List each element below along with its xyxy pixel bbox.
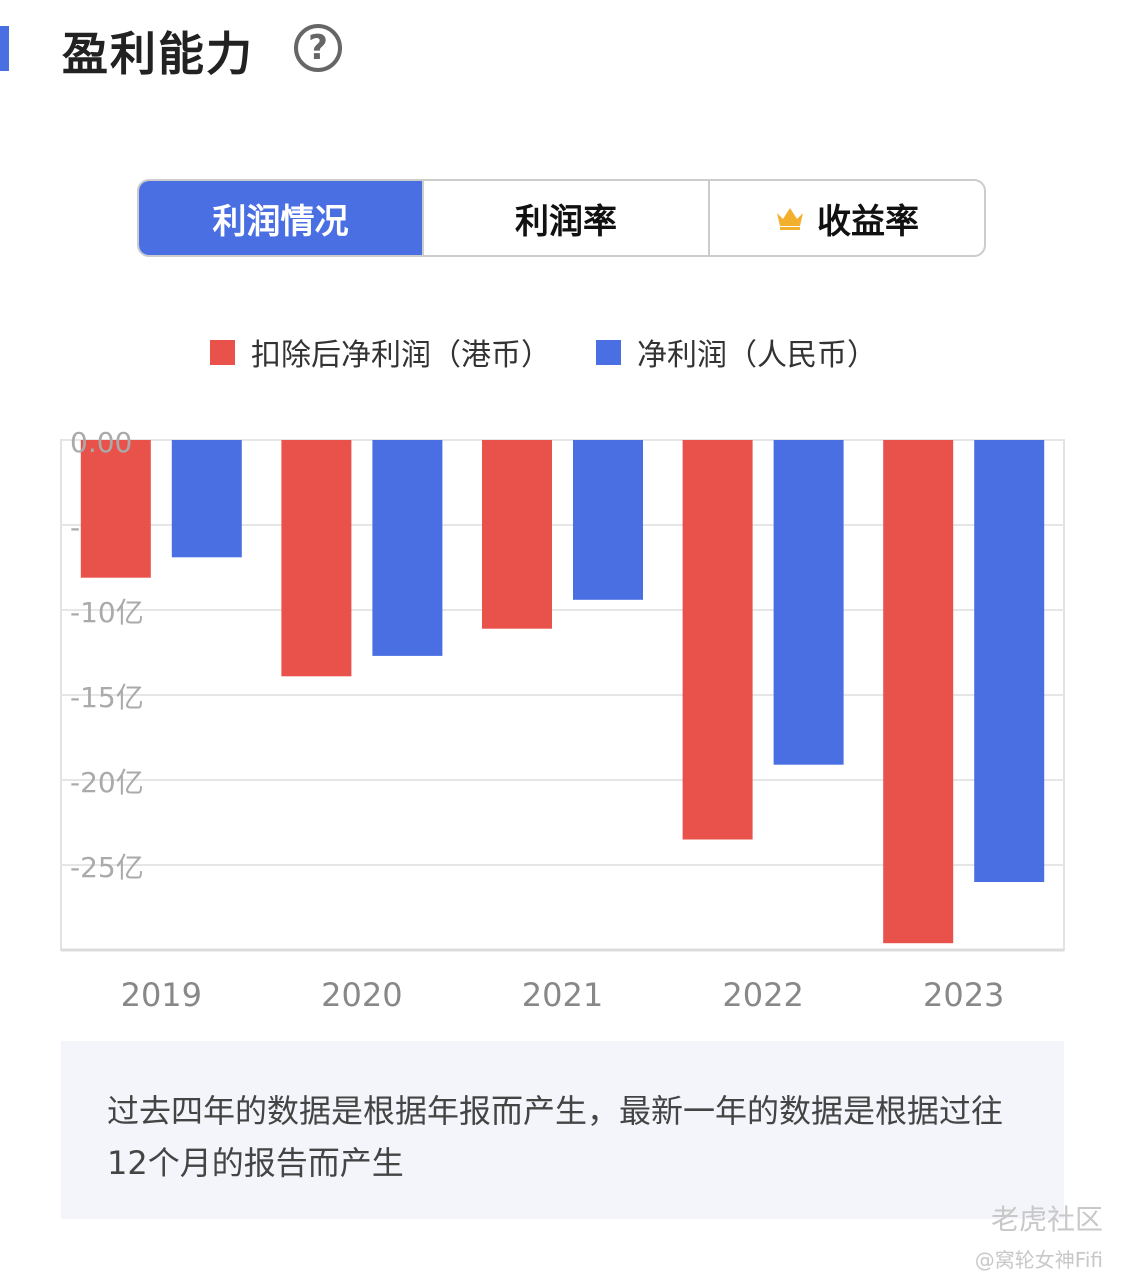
tab-bar: 利润情况 利润率 收益率 [137, 179, 986, 257]
y-tick-label: -20亿 [70, 766, 144, 799]
y-tick-label: -25亿 [70, 851, 144, 884]
title-accent-bar [0, 26, 9, 71]
watermark-brand: 老虎社区 [990, 1203, 1103, 1236]
data-source-note: 过去四年的数据是根据年报而产生，最新一年的数据是根据过往12个月的报告而产生 [61, 1041, 1064, 1219]
x-tick-label: 2019 [121, 976, 202, 1014]
x-tick-label: 2021 [522, 976, 603, 1014]
legend-item-rmb[interactable]: 净利润（人民币） [596, 330, 877, 374]
legend-label-hkd: 扣除后净利润（港币） [251, 338, 551, 373]
tab-yield-label: 收益率 [817, 201, 919, 242]
bar-hkd-2021 [482, 440, 552, 629]
watermark-user: @窝轮女神Fifi [974, 1248, 1103, 1272]
profit-bar-chart: 2019 2020 2021 2022 2023 0.00 - -10亿 -15亿 -20亿 -25… [60, 426, 1065, 1014]
bar-hkd-2019 [80, 440, 151, 578]
legend-swatch-blue [596, 339, 621, 365]
y-tick-label: -10亿 [70, 596, 144, 629]
legend-label-rmb: 净利润（人民币） [637, 338, 877, 373]
bar-hkd-2020 [281, 440, 352, 677]
bar-hkd-2022 [682, 440, 753, 840]
y-tick-label: 0.00 [70, 426, 132, 459]
chart-legend: 扣除后净利润（港币） 净利润（人民币） [210, 330, 922, 374]
y-tick-label: - [70, 511, 80, 544]
bar-hkd-2023 [883, 440, 954, 944]
tab-yield[interactable]: 收益率 [710, 181, 984, 255]
legend-swatch-red [210, 339, 235, 365]
bar-rmb-2019 [171, 440, 242, 558]
tab-profit[interactable]: 利润情况 [139, 181, 424, 255]
x-tick-label: 2023 [923, 976, 1004, 1014]
bar-rmb-2021 [573, 440, 643, 600]
bar-rmb-2023 [974, 440, 1045, 882]
tab-profit-label: 利润情况 [212, 201, 349, 242]
x-tick-label: 2020 [321, 976, 402, 1014]
crown-icon [777, 208, 803, 230]
tab-profit-margin-label: 利润率 [515, 201, 617, 242]
page-title: 盈利能力 [62, 27, 254, 81]
bar-rmb-2020 [372, 440, 443, 656]
legend-item-hkd[interactable]: 扣除后净利润（港币） [210, 330, 551, 374]
y-tick-label: -15亿 [70, 681, 144, 714]
x-tick-label: 2022 [722, 976, 803, 1014]
tab-profit-margin[interactable]: 利润率 [424, 181, 710, 255]
question-circle-icon[interactable]: ? [294, 24, 342, 72]
bar-rmb-2022 [773, 440, 844, 765]
